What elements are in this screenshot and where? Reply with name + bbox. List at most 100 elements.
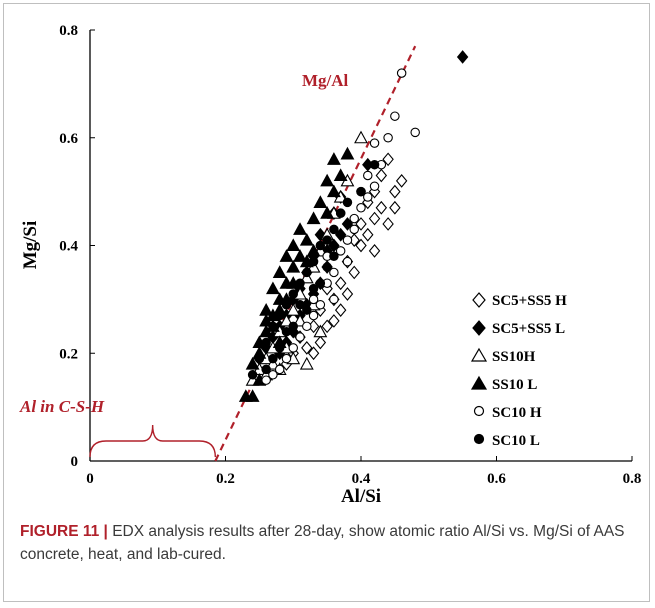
- data-point-circle-filled: [288, 289, 298, 299]
- axes: 0 0.2 0.4 0.6 0.8 0 0.2 0.4 0.6 0.8 Al/Si Mg/Si: [20, 23, 641, 507]
- figure-caption: FIGURE 11 | EDX analysis results after 2…: [20, 520, 635, 566]
- x-tick-label: 0.6: [487, 471, 506, 487]
- y-tick-label: 0.2: [59, 346, 78, 362]
- x-tick-label: 0.2: [216, 471, 235, 487]
- data-point-circle-open: [288, 343, 298, 353]
- data-point-triangle-filled: [299, 232, 314, 246]
- legend-item-sc5ss5-h: SC5+SS5 H: [472, 292, 567, 309]
- data-point-circle-filled: [308, 256, 319, 267]
- data-point-triangle-open: [299, 356, 314, 370]
- data-point-circle-open: [335, 246, 346, 256]
- data-point-triangle-filled: [333, 168, 348, 182]
- data-point-circle-open: [274, 364, 285, 375]
- data-point-circle-open: [295, 332, 305, 342]
- legend-label: SC10 H: [492, 405, 542, 421]
- data-point-diamond-open: [368, 211, 381, 226]
- data-point-circle-open: [308, 294, 319, 305]
- legend-marker-triangle-filled-icon: [470, 375, 488, 390]
- data-point-diamond-open: [348, 265, 360, 280]
- legend-marker-diamond-filled-icon: [472, 320, 486, 336]
- data-point-diamond-open: [368, 244, 381, 258]
- data-point-circle-open: [410, 127, 420, 138]
- data-point-circle-filled: [342, 197, 353, 208]
- data-point-circle-filled: [315, 278, 326, 288]
- data-point-circle-open: [281, 353, 292, 364]
- data-point-triangle-filled: [245, 389, 260, 402]
- ratio-line-label: Mg/Al: [302, 71, 349, 90]
- data-point-circle-open: [363, 192, 373, 202]
- data-point-circle-filled: [356, 186, 366, 197]
- data-point-diamond-open: [314, 335, 327, 350]
- chart: 0 0.2 0.4 0.6 0.8 00.20.40.60.8 Al/Si Mg/Si …: [19, 23, 641, 507]
- data-point-triangle-filled: [259, 303, 274, 316]
- data-point-circle-open: [268, 370, 278, 380]
- data-point-circle-filled: [335, 208, 346, 218]
- data-point-circle-filled: [274, 310, 285, 321]
- legend-marker-triangle-open-icon: [470, 347, 488, 362]
- legend-item-sc10l: SC10 L: [473, 433, 540, 449]
- data-point-triangle-open: [299, 270, 314, 284]
- data-point-diamond-filled: [341, 217, 354, 231]
- data-point-triangle-filled: [313, 195, 328, 208]
- data-point-circle-open: [369, 181, 380, 191]
- data-point-triangle-filled: [259, 313, 274, 327]
- y-axis-title: Mg/Si: [20, 221, 41, 270]
- data-point-triangle-open: [286, 303, 301, 316]
- data-point-circle-open: [329, 294, 339, 305]
- data-point-triangle-filled: [320, 206, 335, 219]
- data-point-triangle-filled: [340, 146, 355, 160]
- data-point-diamond-open: [334, 276, 347, 291]
- data-point-diamond-open: [321, 319, 333, 334]
- legend-label: SC10 L: [492, 433, 540, 449]
- data-point-circle-open: [342, 235, 353, 245]
- y-tick-label: 0.8: [59, 23, 78, 39]
- data-point-diamond-open: [389, 200, 401, 215]
- data-point-circle-filled: [329, 224, 339, 235]
- data-point-triangle-open: [313, 324, 328, 338]
- al-in-csh-brace: [89, 424, 217, 458]
- data-point-circle-open: [349, 213, 359, 224]
- data-point-circle-filled: [315, 240, 326, 251]
- legend-label: SC5+SS5 H: [492, 293, 567, 309]
- data-point-diamond-open: [395, 173, 408, 188]
- data-point-triangle-open: [354, 130, 368, 144]
- data-point-triangle-open: [265, 356, 280, 370]
- data-point-triangle-filled: [279, 249, 294, 262]
- data-point-circle-filled: [308, 283, 319, 294]
- data-point-circle-open: [315, 300, 326, 310]
- data-point-circle-open: [302, 321, 312, 332]
- data-point-circle-open: [369, 138, 380, 148]
- legend-item-ss10l: SS10 L: [470, 375, 537, 393]
- x-axis-title: Al/Si: [341, 486, 381, 507]
- data-point-triangle-filled: [265, 281, 280, 295]
- data-point-circle-open: [356, 203, 366, 213]
- data-point-circle-filled: [295, 300, 305, 310]
- data-point-diamond-open: [334, 303, 347, 318]
- data-point-circle-open: [383, 133, 393, 143]
- data-point-circle-filled: [274, 343, 285, 353]
- legend-marker-circle-open-icon: [473, 405, 485, 417]
- data-point-diamond-open: [355, 238, 367, 253]
- data-point-triangle-open: [279, 313, 294, 327]
- data-point-circle-open: [390, 111, 400, 121]
- legend-item-sc10h: SC10 H: [473, 405, 542, 421]
- x-tick-label: 0.8: [623, 471, 642, 487]
- caption-label: FIGURE 11 |: [20, 523, 108, 540]
- caption-text: EDX analysis results after 28-day, show …: [20, 523, 625, 563]
- data-point-circle-filled: [261, 364, 271, 375]
- data-point-circle-filled: [302, 305, 312, 315]
- legend-marker-circle-filled-icon: [473, 433, 485, 445]
- y-tick-label: 0.6: [59, 131, 78, 147]
- data-point-diamond-open: [382, 217, 394, 231]
- data-point-diamond-open: [375, 168, 388, 183]
- figure-frame: [3, 3, 650, 602]
- data-point-triangle-filled: [306, 243, 321, 257]
- data-point-circle-filled: [295, 278, 305, 288]
- data-point-triangle-filled: [286, 238, 301, 252]
- data-point-circle-filled: [322, 262, 332, 272]
- legend-item-ss10h: SS10H: [470, 347, 536, 365]
- annotations: Mg/Al Al in C-S-H: [19, 45, 417, 462]
- legend-item-sc5ss5-l: SC5+SS5 L: [472, 320, 565, 337]
- data-point-triangle-filled: [326, 152, 341, 165]
- data-point-circle-open: [349, 224, 359, 235]
